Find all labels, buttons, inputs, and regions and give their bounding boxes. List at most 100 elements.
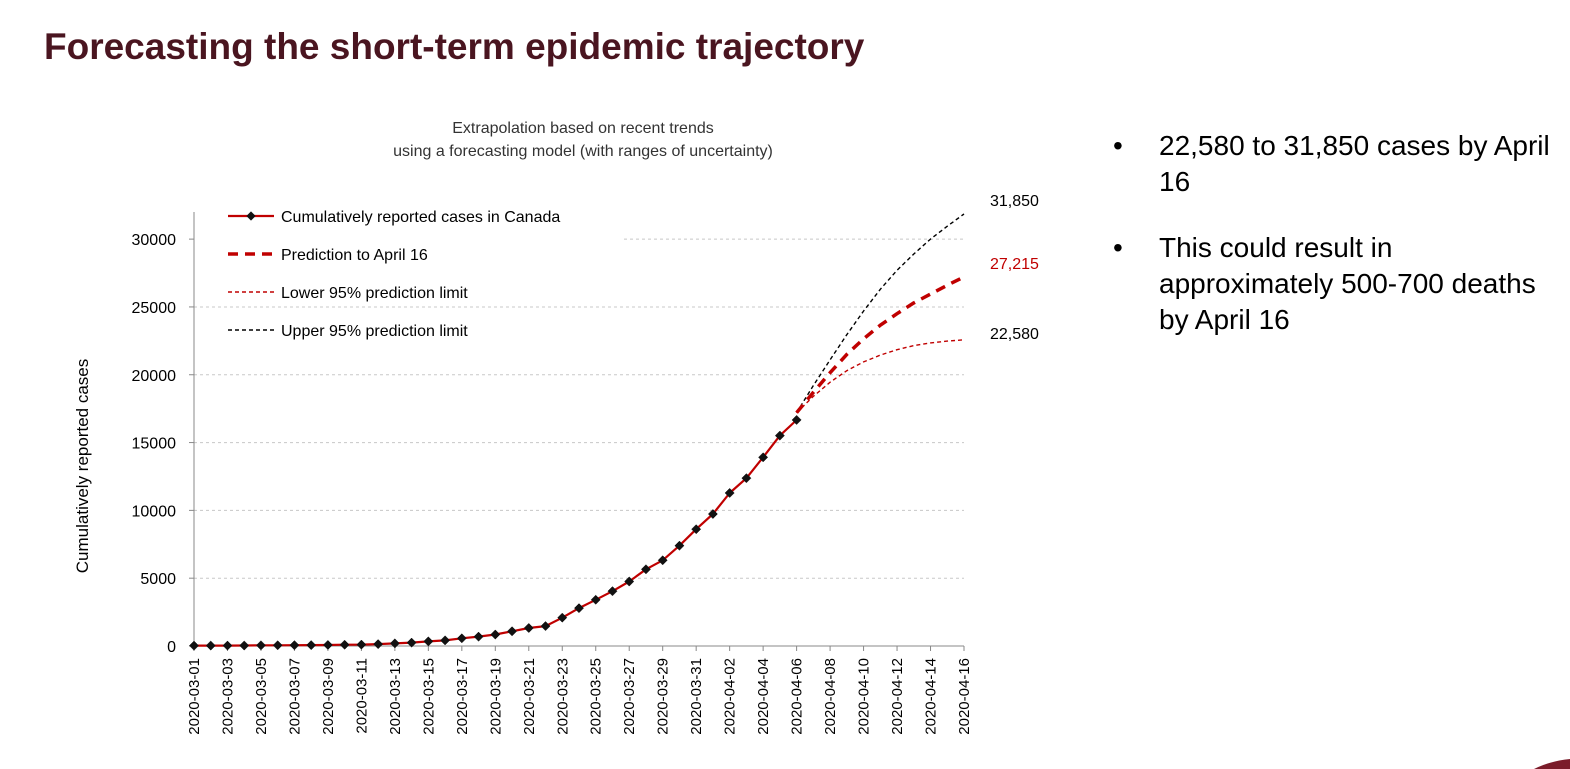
data-point: [741, 473, 752, 484]
data-point: [289, 640, 300, 651]
data-point: [222, 640, 233, 651]
x-tick-label: 2020-04-14: [923, 658, 940, 735]
x-tick-label: 2020-03-13: [387, 658, 404, 735]
data-point: [574, 603, 584, 614]
y-tick-label: 10000: [132, 503, 177, 520]
x-tick-label: 2020-04-08: [822, 658, 839, 735]
x-tick-label: 2020-03-29: [655, 658, 672, 735]
chart-subtitle-line: Extrapolation based on recent trends: [452, 120, 714, 137]
y-tick-label: 0: [167, 639, 176, 656]
corner-accent: [1534, 759, 1570, 769]
data-point: [373, 639, 384, 650]
chart-subtitle: Extrapolation based on recent trends usin…: [393, 120, 773, 160]
bullet-item: • This could result in approximately 500…: [1113, 230, 1553, 338]
x-tick-label: 2020-03-03: [219, 658, 236, 735]
bullet-text: This could result in approximately 500-7…: [1159, 232, 1536, 335]
x-tick-label: 2020-03-15: [420, 658, 437, 735]
data-point: [707, 509, 718, 519]
y-tick-label: 25000: [132, 300, 177, 317]
y-tick-label: 20000: [132, 368, 177, 385]
x-tick-label: 2020-04-06: [789, 658, 806, 735]
x-tick-label: 2020-04-02: [722, 658, 739, 735]
data-point: [272, 640, 283, 651]
y-axis-label: Cumulatively reported cases: [73, 359, 92, 573]
x-tick-label: 2020-03-27: [621, 658, 638, 735]
x-tick-label: 2020-03-09: [320, 658, 337, 735]
x-tick-labels: 2020-03-01 2020-03-03 2020-03-05 2020-03-07…: [186, 658, 973, 735]
series-line-dashed-thick: [795, 275, 965, 414]
chart: Extrapolation based on recent trends usin…: [73, 120, 1039, 735]
data-point: [641, 564, 651, 575]
legend-label: Cumulatively reported cases in Canada: [281, 209, 560, 226]
data-point: [189, 640, 199, 651]
x-tick-label: 2020-03-05: [253, 658, 270, 735]
data-point: [406, 637, 417, 648]
data-point: [306, 640, 317, 651]
data-point: [624, 576, 635, 587]
series-line-dashed-thin-black: [796, 213, 965, 414]
legend-marker: [246, 211, 256, 221]
data-point: [540, 621, 551, 632]
data-point: [440, 635, 451, 646]
legend-label: Upper 95% prediction limit: [281, 323, 468, 340]
data-point: [774, 430, 785, 441]
data-point: [691, 524, 702, 535]
x-tick-label: 2020-04-10: [856, 658, 873, 735]
data-point: [674, 540, 685, 551]
x-tick-label: 2020-03-01: [186, 658, 203, 735]
x-tick-label: 2020-04-16: [956, 658, 973, 735]
data-point: [758, 452, 769, 463]
chart-axes: [189, 212, 965, 651]
x-tick-label: 2020-03-23: [554, 658, 571, 735]
x-tick-label: 2020-03-11: [353, 658, 370, 734]
data-point: [456, 633, 467, 644]
legend-label: Prediction to April 16: [281, 247, 428, 264]
bullet-item: • 22,580 to 31,850 cases by April 16: [1113, 128, 1553, 200]
y-tick-labels: 0 5000 10000 15000 20000 25000 30000: [132, 232, 177, 656]
y-tick-label: 30000: [132, 232, 177, 249]
data-point: [423, 636, 434, 647]
x-tick-label: 2020-03-21: [521, 658, 538, 735]
chart-subtitle-line: using a forecasting model (with ranges o…: [393, 143, 773, 160]
end-label: 22,580: [990, 326, 1039, 343]
legend-label: Lower 95% prediction limit: [281, 285, 468, 302]
data-point: [507, 626, 517, 637]
x-tick-label: 2020-03-07: [286, 658, 303, 735]
data-point: [490, 629, 501, 640]
gridlines: [194, 238, 964, 579]
data-point: [339, 639, 350, 650]
bullet-text: 22,580 to 31,850 cases by April 16: [1159, 130, 1550, 197]
x-tick-label: 2020-03-19: [487, 658, 504, 735]
x-tick-label: 2020-03-25: [588, 658, 605, 735]
data-point: [607, 586, 618, 597]
x-tick-label: 2020-03-17: [454, 658, 471, 735]
y-tick-label: 5000: [140, 571, 176, 588]
x-tick-label: 2020-04-04: [755, 658, 772, 735]
x-tick-label: 2020-03-31: [688, 658, 705, 735]
data-point: [256, 640, 266, 651]
y-axis-label-group: Cumulatively reported cases: [73, 359, 92, 573]
data-point: [473, 631, 484, 642]
data-point: [356, 639, 367, 650]
data-point: [239, 640, 250, 651]
bullet-list: • 22,580 to 31,850 cases by April 16 • T…: [1113, 128, 1553, 368]
series-markers: [189, 415, 802, 651]
data-point: [590, 594, 601, 605]
series-lines: [194, 213, 965, 647]
bullet-dot: •: [1113, 130, 1123, 161]
page-title: Forecasting the short-term epidemic traj…: [44, 26, 865, 67]
end-label: 31,850: [990, 193, 1039, 210]
data-point: [389, 638, 400, 649]
y-tick-label: 15000: [132, 436, 177, 453]
end-label: 27,215: [990, 256, 1039, 273]
data-point: [322, 640, 333, 650]
data-point: [657, 555, 668, 566]
bullet-dot: •: [1113, 232, 1123, 263]
legend: Cumulatively reported cases in Canada Pre…: [228, 209, 560, 340]
x-tick-label: 2020-04-12: [889, 658, 906, 735]
data-point: [557, 612, 568, 623]
data-point: [205, 640, 216, 651]
series-line-dashed-thin-red: [796, 339, 965, 414]
end-value-labels: 31,850 27,215 22,580: [990, 193, 1039, 343]
data-point: [724, 488, 735, 498]
